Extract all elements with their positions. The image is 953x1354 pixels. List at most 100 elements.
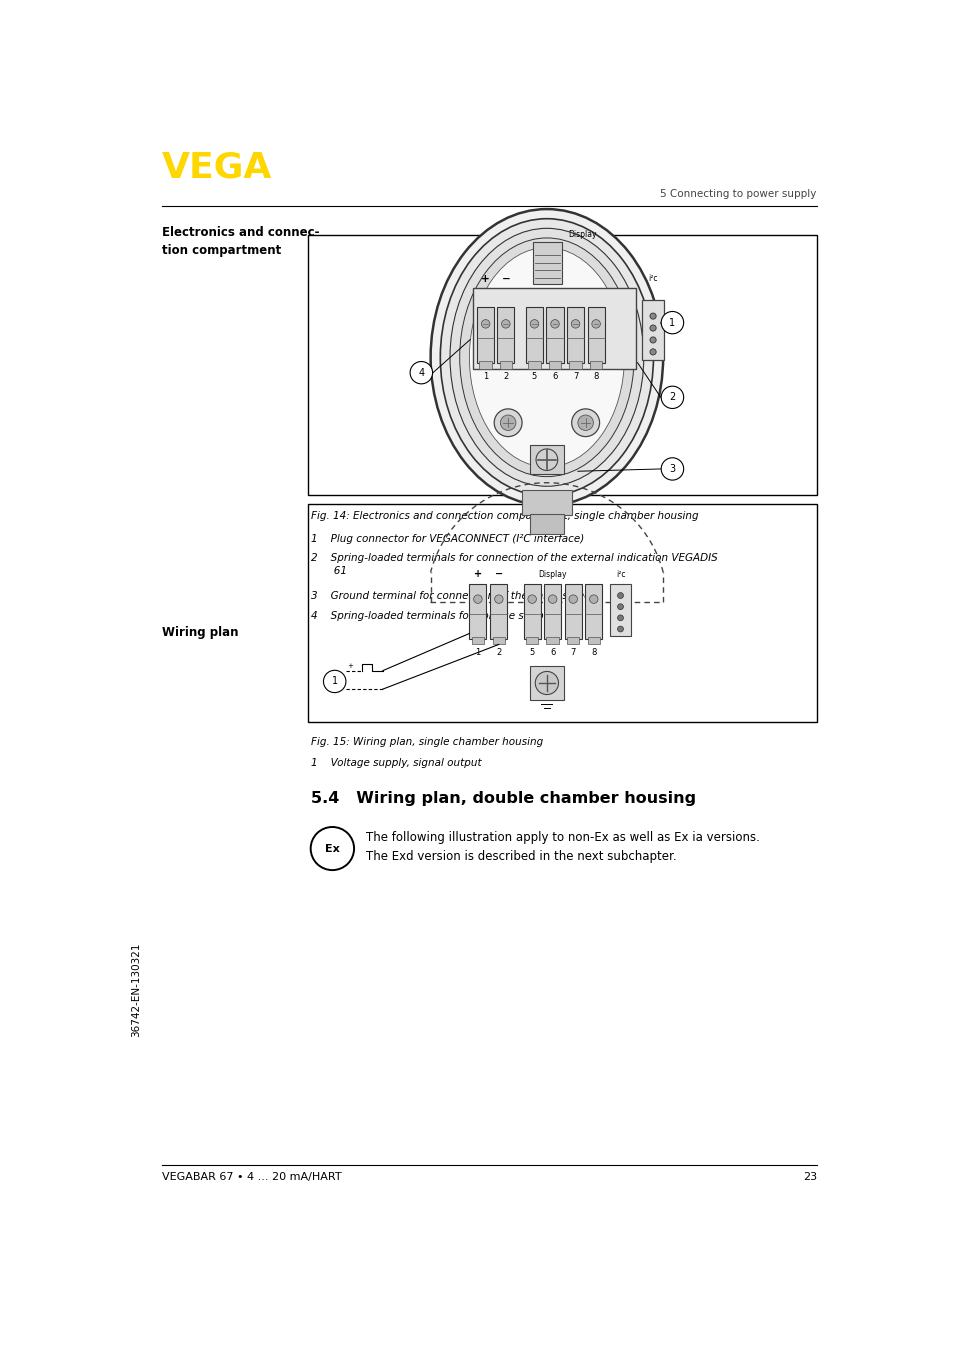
Bar [490,584,507,639]
Text: 3: 3 [669,464,675,474]
Circle shape [571,320,579,328]
Circle shape [473,594,481,604]
Circle shape [589,594,598,604]
Text: 8: 8 [591,649,596,657]
Text: 5: 5 [532,372,537,380]
Text: 23: 23 [801,1173,816,1182]
Text: VEGA: VEGA [162,150,272,184]
Text: 6: 6 [552,372,558,380]
Text: 1    Voltage supply, signal output: 1 Voltage supply, signal output [311,758,481,769]
Text: 1: 1 [482,372,488,380]
Bar [497,307,514,363]
Text: 8: 8 [593,372,598,380]
Circle shape [660,311,683,334]
Text: 4    Spring-loaded terminals for voltage supply: 4 Spring-loaded terminals for voltage su… [311,611,553,620]
Circle shape [578,416,593,431]
Bar [492,638,504,645]
Circle shape [323,670,346,693]
Circle shape [550,320,558,328]
Text: 3    Ground terminal for connection of the cable screen: 3 Ground terminal for connection of the … [311,592,597,601]
Circle shape [649,349,656,355]
Bar [566,307,583,363]
Text: 2    Spring-loaded terminals for connection of the external indication VEGADIS
 : 2 Spring-loaded terminals for connection… [311,552,718,575]
Bar [587,307,604,363]
Bar [525,638,537,645]
Bar [566,638,578,645]
Text: 7: 7 [572,372,578,380]
Circle shape [649,325,656,332]
Bar [589,362,601,368]
Bar [499,362,512,368]
Bar [476,307,494,363]
Text: 4: 4 [417,368,424,378]
Bar [610,584,630,636]
Bar [469,584,486,639]
Text: 6: 6 [550,649,555,657]
Ellipse shape [440,219,653,496]
Circle shape [617,604,623,609]
Text: −: − [501,274,510,284]
Circle shape [494,409,521,436]
Text: The following illustration apply to non-Ex as well as Ex ia versions.
The Exd ve: The following illustration apply to non-… [365,831,759,862]
Text: i²c: i²c [648,274,658,283]
Circle shape [410,362,432,383]
Bar [533,242,562,284]
Text: 5: 5 [529,649,535,657]
Bar [546,307,563,363]
Bar [471,638,483,645]
Text: Display: Display [537,570,566,580]
Bar [548,362,560,368]
Text: 5.4   Wiring plan, double chamber housing: 5.4 Wiring plan, double chamber housing [311,791,696,806]
Text: 5 Connecting to power supply: 5 Connecting to power supply [659,188,816,199]
Bar [521,490,571,515]
Circle shape [530,320,538,328]
Bar [523,584,540,639]
Bar [528,362,540,368]
Circle shape [535,672,558,695]
Text: +: + [474,569,481,580]
Bar [307,504,816,722]
Circle shape [494,594,502,604]
Circle shape [617,593,623,598]
Circle shape [500,416,516,431]
Bar [564,584,581,639]
Text: 2: 2 [496,649,501,657]
Circle shape [571,409,598,436]
Ellipse shape [450,229,643,486]
Text: +: + [480,274,490,284]
Text: 1: 1 [475,649,480,657]
Circle shape [649,337,656,343]
Text: 1    Plug connector for VEGACONNECT (I²C interface): 1 Plug connector for VEGACONNECT (I²C in… [311,533,584,543]
Text: i²c: i²c [615,570,624,580]
Text: VEGABAR 67 • 4 ... 20 mA/HART: VEGABAR 67 • 4 ... 20 mA/HART [162,1173,341,1182]
Bar [307,234,816,496]
Text: 36742-EN-130321: 36742-EN-130321 [132,942,141,1037]
Bar [546,638,558,645]
Circle shape [591,320,599,328]
Bar [543,584,560,639]
Text: −: − [495,569,502,580]
Circle shape [649,313,656,320]
Text: Fig. 15: Wiring plan, single chamber housing: Fig. 15: Wiring plan, single chamber hou… [311,737,543,747]
Circle shape [617,615,623,620]
Bar [529,515,563,535]
Circle shape [481,320,490,328]
Bar [529,666,563,700]
Circle shape [568,594,577,604]
Ellipse shape [430,209,662,505]
Text: 1: 1 [669,318,675,328]
Circle shape [660,386,683,409]
Bar [529,445,563,474]
Bar [479,362,492,368]
Text: 2: 2 [502,372,508,380]
Bar [587,638,599,645]
Text: 7: 7 [570,649,576,657]
Text: 1: 1 [332,677,337,686]
Circle shape [311,827,354,871]
Ellipse shape [469,248,623,467]
Bar [569,362,581,368]
Circle shape [527,594,536,604]
Bar [525,307,542,363]
Circle shape [660,458,683,481]
Bar [584,584,601,639]
